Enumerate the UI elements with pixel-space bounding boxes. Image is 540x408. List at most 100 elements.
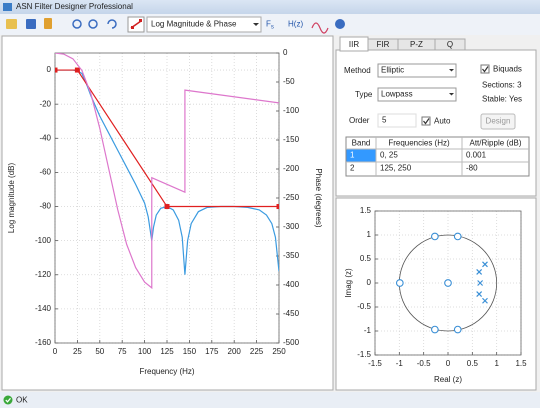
- method-value: Elliptic: [381, 66, 404, 75]
- x-tick-label: -1.5: [368, 359, 382, 368]
- y2-tick-label: -150: [283, 135, 300, 144]
- tab-label: Q: [447, 40, 453, 49]
- order-value: 5: [382, 116, 387, 125]
- y-tick-label: -60: [39, 168, 51, 177]
- zero: [431, 325, 439, 334]
- design-button-label: Design: [486, 117, 511, 126]
- x-tick-label: 1: [494, 359, 499, 368]
- pole: [477, 280, 484, 286]
- x-tick-label: -0.5: [417, 359, 431, 368]
- x-tick-label: 75: [118, 347, 127, 356]
- x-tick-label: 125: [160, 347, 174, 356]
- series-line: [55, 53, 279, 290]
- x-tick-label: 100: [138, 347, 152, 356]
- y-tick-label: -80: [39, 202, 51, 211]
- y-tick-label: -0.5: [357, 302, 371, 311]
- table-header: Frequencies (Hz): [388, 139, 450, 148]
- y2-axis-title: Phase (degrees): [314, 168, 323, 227]
- y2-tick-label: -450: [283, 309, 300, 318]
- zero: [395, 279, 404, 287]
- pole: [476, 291, 483, 297]
- series-marker: [276, 204, 279, 210]
- tab[interactable]: [434, 38, 466, 51]
- fs-sub: s: [271, 24, 274, 30]
- zero: [453, 325, 462, 334]
- series-marker: [55, 67, 58, 73]
- dropdown-arrow: [253, 23, 259, 26]
- help-button[interactable]: [335, 19, 345, 29]
- check: [482, 66, 489, 73]
- plot-frame: [374, 210, 522, 356]
- status-text: OK: [16, 396, 28, 405]
- toolbar-icons[interactable]: [6, 16, 145, 33]
- y2-tick-label: -50: [283, 77, 295, 86]
- sections: Sections: 3: [482, 81, 522, 90]
- y2-tick-label: -100: [283, 106, 300, 115]
- x-tick-label: 50: [95, 347, 104, 356]
- y-tick-label: -100: [35, 236, 52, 245]
- x-tick-label: 200: [228, 347, 242, 356]
- view-dropdown[interactable]: [146, 16, 262, 33]
- stable: Stable: Yes: [482, 95, 522, 104]
- table-cell: 2: [350, 164, 355, 173]
- auto-checkbox[interactable]: [421, 116, 431, 126]
- y2-tick-label: -250: [283, 193, 300, 202]
- y-tick-label: 0: [367, 278, 372, 287]
- x-tick-label: 1.5: [515, 359, 527, 368]
- y-tick-label: -40: [39, 133, 51, 142]
- tab-label: IIR: [349, 40, 359, 49]
- x-tick-label: 250: [272, 347, 286, 356]
- table-cell: 0.001: [466, 151, 487, 160]
- series-marker: [74, 67, 80, 73]
- design-button[interactable]: [480, 113, 516, 130]
- dropdown-arrow: [449, 93, 454, 96]
- method-dropdown[interactable]: [377, 63, 457, 78]
- y2-tick-label: -500: [283, 338, 300, 347]
- status-bar: [0, 392, 540, 408]
- hz-button[interactable]: H(z): [288, 20, 303, 29]
- y-tick-label: -160: [35, 338, 52, 347]
- biquads-checkbox[interactable]: [480, 64, 490, 74]
- y-axis-title: Log magnitude (dB): [7, 163, 16, 234]
- type-label: Type: [355, 90, 373, 99]
- pole: [482, 297, 488, 304]
- y-tick-label: -140: [35, 304, 52, 313]
- x-tick-label: 225: [250, 347, 264, 356]
- y2-tick-label: -400: [283, 280, 300, 289]
- fs-button[interactable]: Fs: [266, 20, 274, 30]
- y-tick-label: 1: [367, 230, 372, 239]
- table-header: Att/Ripple (dB): [469, 139, 521, 148]
- y-tick-label: 1.5: [360, 206, 372, 215]
- zero: [444, 279, 452, 287]
- selected-cell: [346, 149, 376, 162]
- x-tick-label: 25: [73, 347, 82, 356]
- title-bar: [0, 0, 540, 14]
- y2-tick-label: 0: [283, 48, 288, 57]
- y2-tick-label: -350: [283, 251, 300, 260]
- type-value: Lowpass: [381, 90, 413, 99]
- pole: [482, 261, 488, 268]
- x-axis-title: Real (z): [434, 375, 462, 384]
- zero: [453, 232, 462, 241]
- x-tick-label: 175: [205, 347, 219, 356]
- x-axis-title: Frequency (Hz): [139, 367, 194, 376]
- x-tick-label: -1: [396, 359, 404, 368]
- y-axis-title: Imag (z): [344, 268, 353, 298]
- tabs: IIR FIR P-Z Q: [339, 36, 466, 52]
- series-line: [55, 69, 279, 208]
- tab-label: FIR: [377, 40, 390, 49]
- type-dropdown[interactable]: [377, 87, 457, 102]
- biquads-label: Biquads: [493, 65, 522, 74]
- view-dropdown-text: Log Magnitude & Phase: [151, 20, 237, 29]
- y-tick-label: 0: [47, 65, 52, 74]
- band-table: Band Frequencies (Hz) Att/Ripple (dB) 1 0, 2…: [345, 136, 530, 177]
- method-label: Method: [344, 66, 371, 75]
- table-cell: 0, 25: [380, 151, 398, 160]
- dropdown-arrow: [449, 69, 454, 72]
- x-tick-label: 0.5: [467, 359, 479, 368]
- order-input[interactable]: [377, 113, 417, 128]
- response-button[interactable]: [311, 22, 329, 34]
- y2-tick-label: -300: [283, 222, 300, 231]
